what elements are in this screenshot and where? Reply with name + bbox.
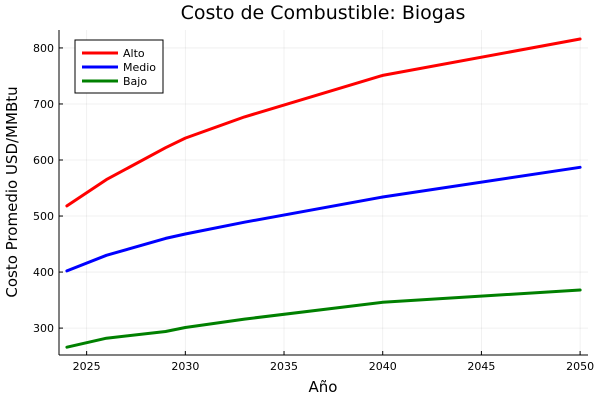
legend-label-alto: Alto bbox=[123, 47, 145, 60]
y-tick-label: 600 bbox=[33, 154, 54, 167]
series-line-medio bbox=[65, 165, 582, 273]
series-lines bbox=[65, 37, 582, 349]
x-tick-label: 2050 bbox=[566, 360, 594, 373]
x-tick-label: 2040 bbox=[369, 360, 397, 373]
x-tick-label: 2030 bbox=[171, 360, 199, 373]
y-axis-label: Costo Promedio USD/MMBtu bbox=[3, 86, 21, 297]
y-tick-label: 700 bbox=[33, 98, 54, 111]
chart-title: Costo de Combustible: Biogas bbox=[181, 2, 466, 24]
y-tick-label: 500 bbox=[33, 210, 54, 223]
x-axis-label: Año bbox=[309, 378, 338, 396]
y-ticks: 300 400 500 600 700 800 bbox=[33, 42, 63, 335]
x-tick-label: 2025 bbox=[73, 360, 101, 373]
legend-label-bajo: Bajo bbox=[123, 75, 147, 88]
y-tick-label: 300 bbox=[33, 322, 54, 335]
y-tick-label: 400 bbox=[33, 266, 54, 279]
x-tick-label: 2045 bbox=[467, 360, 495, 373]
x-tick-label: 2035 bbox=[270, 360, 298, 373]
x-ticks: 2025 2030 2035 2040 2045 2050 bbox=[73, 351, 594, 373]
series-line-alto bbox=[65, 37, 582, 208]
series-line-bajo bbox=[65, 288, 582, 349]
y-tick-label: 800 bbox=[33, 42, 54, 55]
legend-label-medio: Medio bbox=[123, 61, 156, 74]
plot-frame bbox=[58, 30, 588, 356]
